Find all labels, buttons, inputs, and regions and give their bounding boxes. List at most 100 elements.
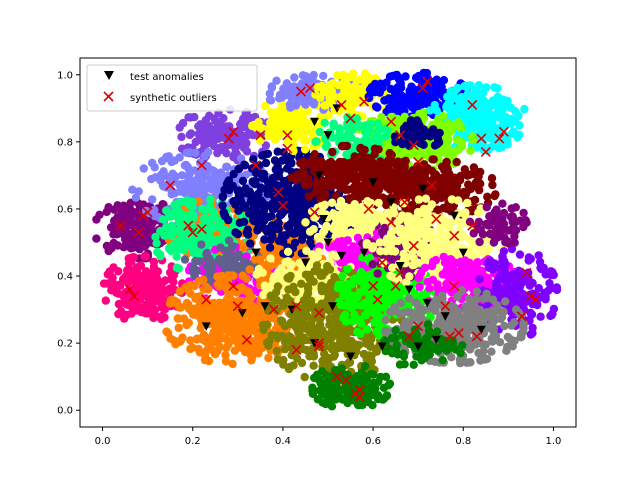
scatter-point bbox=[325, 314, 334, 323]
scatter-point bbox=[208, 258, 218, 267]
scatter-point bbox=[102, 241, 112, 251]
scatter-point bbox=[190, 112, 199, 122]
scatter-point bbox=[309, 361, 318, 370]
scatter-point bbox=[347, 159, 357, 169]
scatter-point bbox=[161, 171, 170, 181]
scatter-point bbox=[354, 222, 363, 231]
scatter-point bbox=[490, 191, 499, 201]
scatter-point bbox=[370, 88, 379, 97]
scatter-point bbox=[385, 379, 395, 388]
scatter-point bbox=[324, 82, 334, 91]
scatter-point bbox=[139, 164, 148, 173]
scatter-point bbox=[251, 178, 260, 188]
scatter-point bbox=[108, 276, 117, 285]
scatter-point bbox=[453, 187, 463, 197]
scatter-point bbox=[264, 353, 273, 363]
scatter-point bbox=[227, 243, 236, 252]
scatter-point bbox=[432, 75, 441, 84]
scatter-point bbox=[216, 243, 225, 252]
scatter-point bbox=[328, 250, 337, 259]
scatter-point bbox=[331, 213, 340, 222]
scatter-point bbox=[507, 129, 516, 138]
scatter-point bbox=[172, 263, 182, 272]
scatter-point bbox=[322, 140, 331, 149]
scatter-point bbox=[206, 195, 215, 204]
scatter-point bbox=[181, 160, 191, 170]
scatter-point bbox=[264, 341, 273, 351]
scatter-point bbox=[477, 110, 487, 119]
scatter-point bbox=[290, 120, 299, 129]
scatter-point bbox=[198, 300, 208, 309]
scatter-point bbox=[304, 192, 313, 201]
scatter-point bbox=[482, 83, 491, 92]
scatter-point bbox=[401, 72, 410, 81]
scatter-point bbox=[261, 158, 271, 168]
scatter-point bbox=[449, 122, 458, 132]
scatter-point bbox=[494, 143, 504, 153]
scatter-point bbox=[204, 147, 213, 157]
scatter-point bbox=[203, 334, 212, 343]
scatter-point bbox=[226, 295, 235, 304]
scatter-point bbox=[444, 177, 453, 186]
scatter-point bbox=[401, 168, 410, 177]
scatter-point bbox=[133, 237, 142, 246]
scatter-point bbox=[305, 227, 315, 236]
scatter-point bbox=[240, 161, 250, 170]
scatter-point bbox=[170, 296, 179, 305]
scatter-point bbox=[301, 320, 310, 329]
scatter-point bbox=[245, 300, 255, 310]
scatter-point bbox=[180, 239, 190, 248]
scatter-point bbox=[281, 338, 290, 347]
scatter-point bbox=[433, 140, 442, 149]
scatter-point bbox=[102, 207, 111, 217]
scatter-point bbox=[229, 322, 239, 331]
scatter-point bbox=[252, 270, 261, 279]
scatter-point bbox=[408, 89, 418, 98]
scatter-point bbox=[204, 313, 213, 322]
scatter-point bbox=[220, 225, 230, 235]
scatter-point bbox=[162, 206, 171, 215]
scatter-point bbox=[370, 79, 380, 89]
scatter-point bbox=[337, 142, 347, 151]
scatter-point bbox=[224, 284, 233, 293]
scatter-point bbox=[238, 284, 247, 293]
scatter-point bbox=[223, 162, 232, 172]
scatter-point bbox=[254, 349, 263, 358]
scatter-point bbox=[428, 155, 437, 164]
scatter-point bbox=[439, 203, 448, 213]
scatter-point bbox=[433, 174, 442, 183]
scatter-point bbox=[156, 295, 166, 305]
scatter-point bbox=[125, 238, 134, 247]
scatter-point bbox=[218, 276, 228, 286]
scatter-point bbox=[376, 372, 385, 382]
scatter-point bbox=[449, 91, 458, 100]
scatter-point bbox=[382, 391, 392, 400]
scatter-point bbox=[151, 232, 160, 242]
scatter-point bbox=[388, 97, 398, 106]
scatter-point bbox=[476, 100, 486, 109]
scatter-point bbox=[177, 171, 187, 180]
scatter-point bbox=[182, 282, 191, 292]
scatter-point bbox=[208, 265, 217, 275]
scatter-point bbox=[283, 247, 293, 256]
scatter-point bbox=[334, 81, 343, 90]
scatter-point bbox=[126, 253, 136, 263]
scatter-point bbox=[204, 181, 213, 191]
scatter-point bbox=[113, 201, 122, 210]
scatter-point bbox=[252, 328, 261, 337]
scatter-point bbox=[328, 147, 337, 157]
scatter-point bbox=[475, 185, 484, 195]
scatter-point bbox=[442, 157, 451, 167]
scatter-point bbox=[271, 288, 281, 297]
scatter-point bbox=[520, 104, 529, 114]
scatter-point bbox=[192, 334, 202, 343]
scatter-point bbox=[260, 235, 269, 244]
scatter-point bbox=[266, 254, 275, 263]
scatter-point bbox=[148, 158, 157, 168]
scatter-point bbox=[130, 221, 139, 230]
scatter-point bbox=[243, 225, 252, 234]
scatter-point bbox=[172, 252, 181, 261]
scatter-point bbox=[467, 90, 476, 100]
scatter-point bbox=[279, 360, 288, 369]
